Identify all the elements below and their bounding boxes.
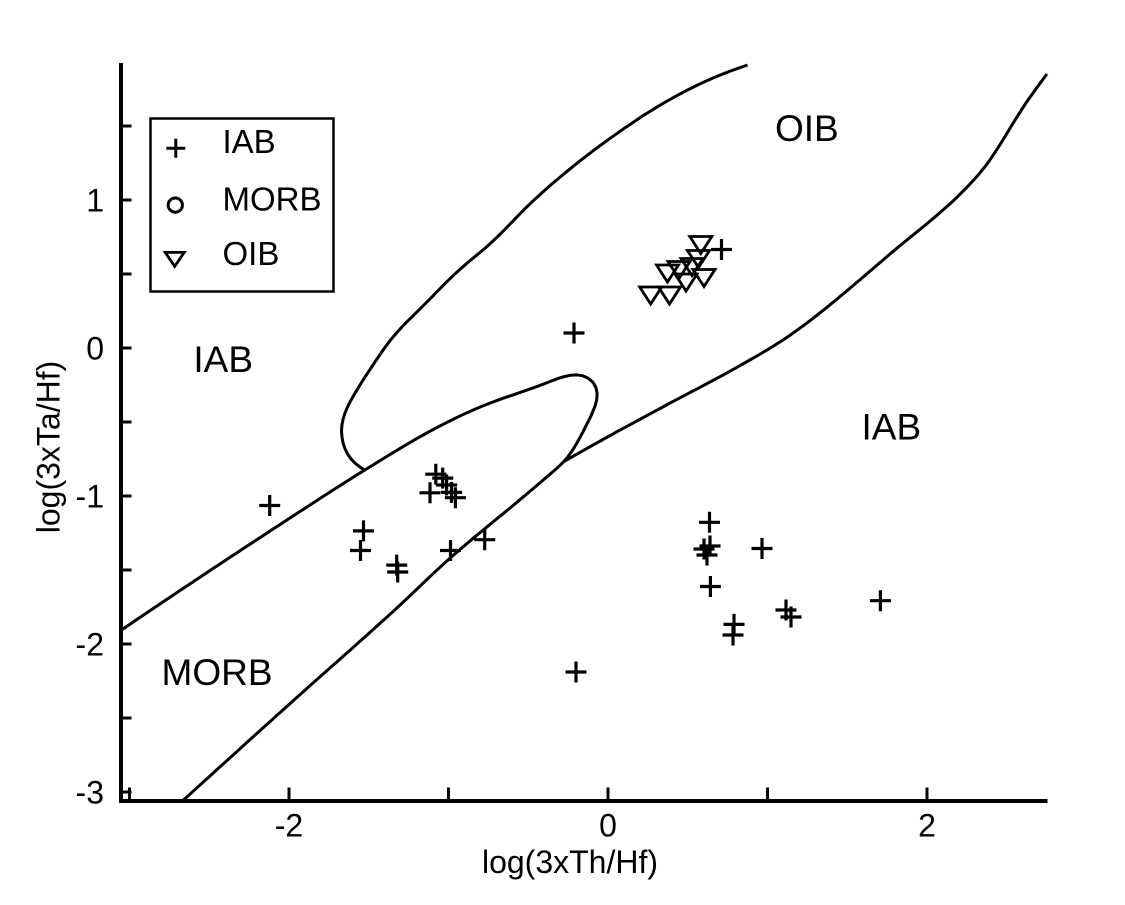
svg-text:-2: -2 <box>76 627 104 663</box>
svg-text:0: 0 <box>599 808 617 844</box>
svg-text:log(3xTh/Hf): log(3xTh/Hf) <box>482 844 658 880</box>
svg-text:IAB: IAB <box>862 407 922 448</box>
svg-text:1: 1 <box>86 183 104 219</box>
svg-text:0: 0 <box>86 331 104 367</box>
svg-text:-2: -2 <box>275 808 303 844</box>
svg-text:-1: -1 <box>76 479 104 515</box>
svg-text:2: 2 <box>918 808 936 844</box>
svg-text:MORB: MORB <box>223 180 322 217</box>
svg-text:log(3xTa/Hf): log(3xTa/Hf) <box>31 361 67 534</box>
svg-text:OIB: OIB <box>223 235 280 272</box>
svg-text:MORB: MORB <box>162 652 273 693</box>
svg-text:-3: -3 <box>76 775 104 811</box>
svg-text:OIB: OIB <box>775 108 839 149</box>
svg-text:IAB: IAB <box>223 123 276 160</box>
svg-text:IAB: IAB <box>193 339 253 380</box>
